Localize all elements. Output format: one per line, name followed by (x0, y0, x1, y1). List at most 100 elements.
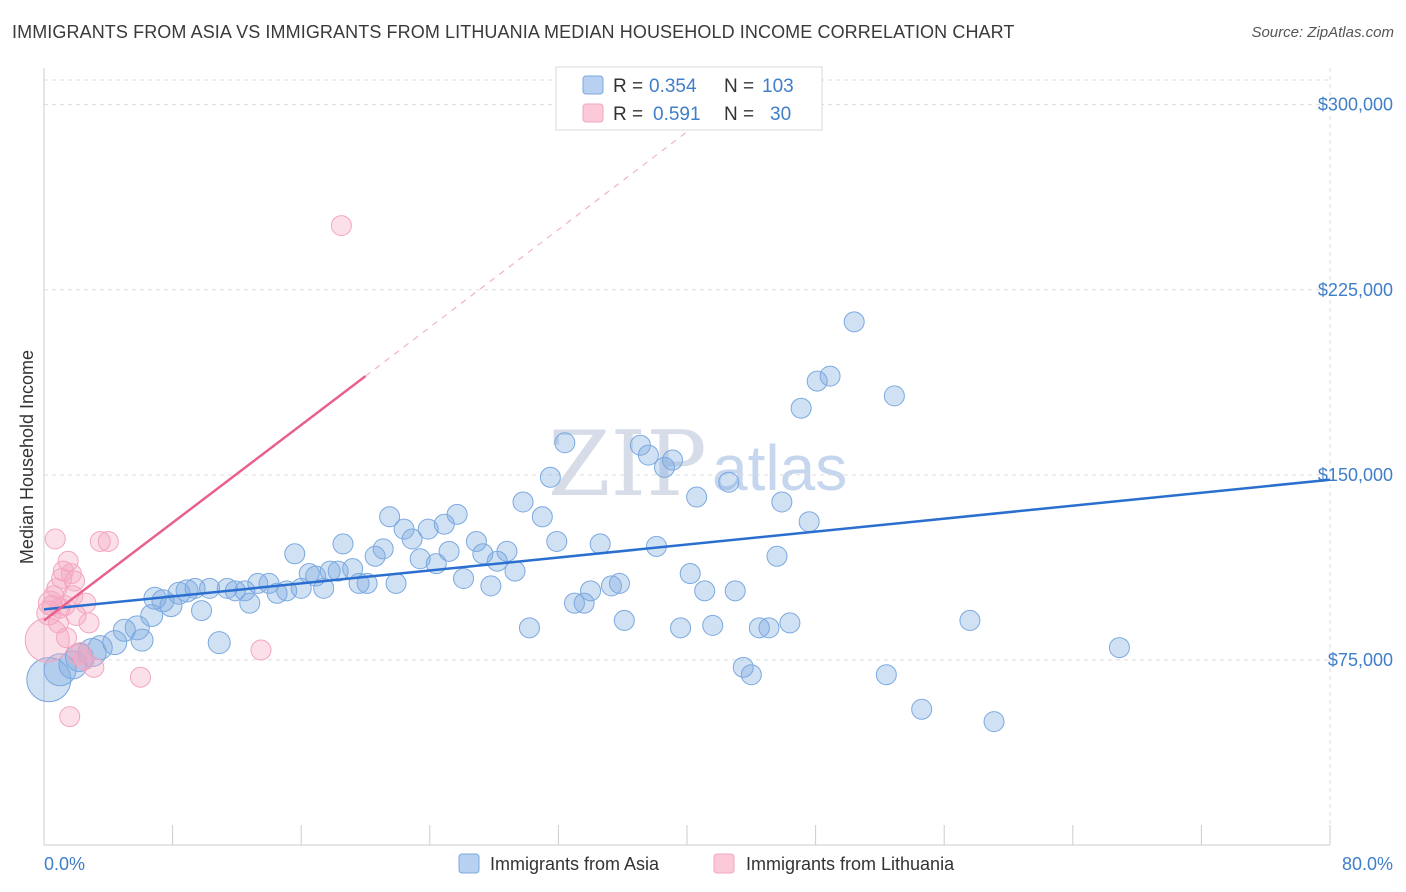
y-axis-label: Median Household Income (17, 350, 37, 564)
x-tick-label-min: 0.0% (44, 854, 85, 874)
data-point (779, 612, 801, 634)
data-point (512, 491, 534, 513)
data-point (159, 594, 183, 618)
data-point (539, 466, 561, 488)
data-point (554, 432, 576, 454)
data-point (911, 698, 933, 720)
data-point (465, 530, 487, 552)
data-point (694, 580, 716, 602)
legend-r-value-lithuania: 0.591 (653, 104, 701, 125)
data-point (608, 572, 630, 594)
data-point (102, 630, 128, 656)
data-point (284, 543, 306, 565)
chart-source: Source: ZipAtlas.com (1251, 24, 1394, 41)
trend-line-lithuania (43, 375, 367, 622)
data-point (959, 609, 981, 631)
data-point (758, 617, 780, 639)
data-point (216, 577, 238, 599)
data-point (57, 550, 79, 572)
data-point (983, 711, 1005, 733)
data-point (56, 627, 78, 649)
series-label-asia: Immigrants from Asia (490, 854, 660, 874)
data-point (702, 614, 724, 636)
data-point (364, 545, 386, 567)
legend-r-value-asia: 0.354 (649, 76, 697, 97)
data-point (546, 530, 568, 552)
data-point (771, 491, 793, 513)
x-minor-ticks (43, 825, 1331, 845)
data-point (670, 617, 692, 639)
data-point (580, 580, 602, 602)
watermark-zip: ZIP (548, 412, 707, 517)
legend-n-label-asia: N = (724, 76, 754, 97)
data-point (446, 503, 468, 525)
data-point (589, 533, 611, 555)
watermark: ZIP atlas (548, 412, 847, 517)
y-tick-label: $225,000 (1318, 280, 1393, 300)
correlation-legend: R = 0.354 N = 103 R = 0.591 N = 30 (555, 66, 823, 131)
data-point (64, 570, 86, 592)
data-point (573, 592, 595, 614)
data-point (250, 639, 272, 661)
data-point (798, 511, 820, 533)
asia-points (26, 311, 1130, 733)
data-point (379, 506, 401, 528)
data-point (78, 612, 100, 634)
data-point (819, 365, 841, 387)
data-point (385, 572, 407, 594)
y-tick-labels: $75,000 $150,000 $225,000 $300,000 (1318, 95, 1393, 670)
data-point (613, 609, 635, 631)
series-legend: Immigrants from Asia Immigrants from Lit… (458, 853, 955, 874)
data-point (130, 628, 154, 652)
data-point (662, 449, 684, 471)
data-point (843, 311, 865, 333)
data-point (718, 471, 740, 493)
data-point (401, 528, 423, 550)
data-point (679, 563, 701, 585)
data-point (790, 397, 812, 419)
data-point (531, 506, 553, 528)
data-point (83, 656, 105, 678)
data-point (417, 518, 439, 540)
data-point (732, 656, 754, 678)
data-point (167, 581, 191, 605)
data-point (207, 631, 231, 655)
x-tick-label-max: 80.0% (1342, 854, 1393, 874)
data-point (44, 528, 66, 550)
data-point (875, 664, 897, 686)
data-point (239, 592, 261, 614)
data-point (438, 540, 460, 562)
data-point (453, 567, 475, 589)
data-point (766, 545, 788, 567)
data-point (129, 666, 151, 688)
trend-line-lithuania-extension (365, 131, 688, 377)
data-point (504, 560, 526, 582)
legend-n-label-lithuania: N = (724, 104, 754, 125)
data-point (806, 370, 828, 392)
lithuania-points (24, 215, 352, 728)
legend-r-label-lithuania: R = (613, 104, 643, 125)
data-point (59, 706, 81, 728)
data-point (97, 530, 119, 552)
data-point (518, 617, 540, 639)
data-point (330, 215, 352, 237)
data-point (112, 618, 136, 642)
data-point (409, 548, 431, 570)
data-point (637, 444, 659, 466)
data-point (199, 577, 221, 599)
data-point (724, 580, 746, 602)
data-point (496, 540, 518, 562)
legend-swatch-lithuania (582, 103, 604, 123)
series-swatch-asia (458, 853, 480, 874)
legend-n-value-asia: 103 (762, 76, 794, 97)
data-point (372, 538, 394, 560)
data-point (600, 575, 622, 597)
data-point (480, 575, 502, 597)
data-point (1108, 637, 1130, 659)
series-swatch-lithuania (713, 853, 735, 874)
trend-line-asia (43, 478, 1331, 611)
data-point (740, 664, 762, 686)
data-point (191, 600, 213, 622)
y-tick-label: $300,000 (1318, 95, 1393, 115)
